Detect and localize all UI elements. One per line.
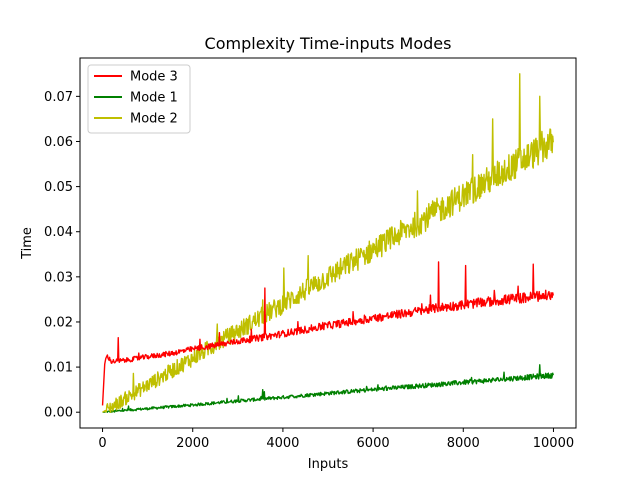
y-tick-label: 0.03 xyxy=(44,270,73,285)
x-tick-label: 10000 xyxy=(533,436,574,451)
y-tick-label: 0.00 xyxy=(44,406,73,421)
y-axis-label: Time xyxy=(20,227,35,260)
x-tick-label: 6000 xyxy=(357,436,390,451)
legend-label-mode-2: Mode 2 xyxy=(130,112,178,127)
series-line-mode-2 xyxy=(102,73,554,413)
y-tick-label: 0.02 xyxy=(44,315,73,330)
y-tick-label: 0.05 xyxy=(44,180,73,195)
x-tick-label: 0 xyxy=(98,436,106,451)
series-line-mode-1 xyxy=(102,364,554,413)
plot-frame xyxy=(79,57,577,429)
legend-box xyxy=(87,64,191,134)
y-tick-label: 0.04 xyxy=(44,225,73,240)
y-tick-label: 0.01 xyxy=(44,361,73,376)
x-tick-label: 2000 xyxy=(176,436,209,451)
x-tick-label: 4000 xyxy=(266,436,299,451)
legend-label-mode-3: Mode 3 xyxy=(130,70,178,85)
ticks-layer: 0 2000 4000 6000 8000 10000 0.00 0.01 0.02 0.03 0.… xyxy=(44,90,574,451)
series-layer xyxy=(101,73,554,413)
y-tick-label: 0.06 xyxy=(44,135,73,150)
x-tick-label: 8000 xyxy=(447,436,480,451)
chart-title: Complexity Time-inputs Modes xyxy=(205,34,452,53)
x-axis-label: Inputs xyxy=(308,457,349,472)
legend: Mode 3 Mode 1 Mode 2 xyxy=(87,64,191,134)
y-tick-label: 0.07 xyxy=(44,90,73,105)
legend-label-mode-1: Mode 1 xyxy=(130,91,178,106)
series-line-mode-3 xyxy=(101,261,554,406)
